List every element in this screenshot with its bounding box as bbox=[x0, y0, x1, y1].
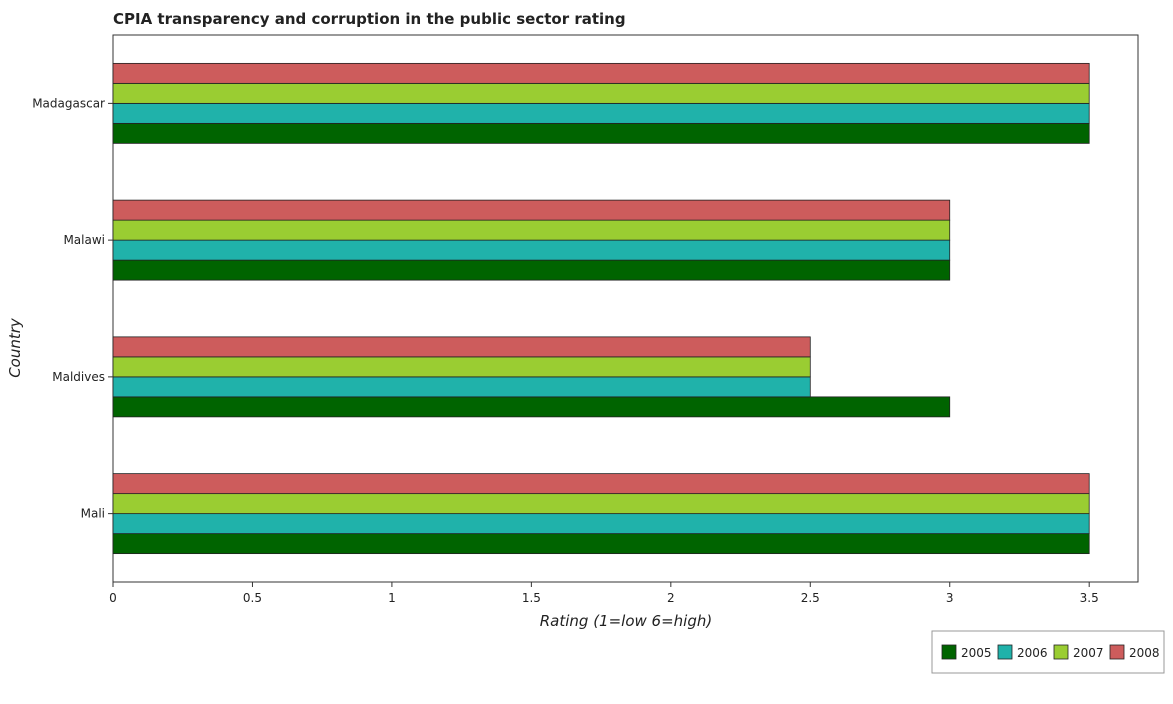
legend: 2005 2006 2007 2008 bbox=[931, 630, 1165, 674]
legend-swatch-2005 bbox=[941, 644, 957, 660]
bar-maldives-2006 bbox=[112, 376, 811, 398]
bar-madagascar-2005 bbox=[112, 122, 1090, 144]
legend-swatch-2007 bbox=[1053, 644, 1069, 660]
chart-title: CPIA transparency and corruption in the … bbox=[113, 10, 626, 28]
bar-malawi-2006 bbox=[112, 239, 951, 261]
legend-label-2006: 2006 bbox=[1017, 646, 1048, 660]
bar-madagascar-2008 bbox=[112, 62, 1090, 84]
bar-madagascar-2006 bbox=[112, 102, 1090, 124]
bar-maldives-2007 bbox=[112, 356, 811, 378]
x-tick-label: 1.5 bbox=[522, 591, 541, 605]
legend-swatch-2006 bbox=[997, 644, 1013, 660]
bar-malawi-2007 bbox=[112, 219, 951, 241]
x-tick-label: 0 bbox=[109, 591, 117, 605]
x-tick-label: 2.5 bbox=[801, 591, 820, 605]
bar-mali-2008 bbox=[112, 473, 1090, 495]
bar-mali-2005 bbox=[112, 533, 1090, 555]
legend-box bbox=[931, 630, 1165, 674]
bar-maldives-2005 bbox=[112, 396, 951, 418]
y-tick-label: Malawi bbox=[63, 233, 105, 247]
bar-mali-2007 bbox=[112, 493, 1090, 515]
plot-frame bbox=[112, 34, 1139, 583]
legend-label-2005: 2005 bbox=[961, 646, 992, 660]
x-tick-label: 0.5 bbox=[243, 591, 262, 605]
y-tick-label: Mali bbox=[81, 507, 105, 521]
y-tick-label: Maldives bbox=[52, 370, 105, 384]
y-axis-label: Country bbox=[6, 317, 24, 378]
bar-maldives-2008 bbox=[112, 336, 811, 358]
plot-area bbox=[112, 34, 1139, 583]
legend-label-2008: 2008 bbox=[1129, 646, 1160, 660]
bar-madagascar-2007 bbox=[112, 82, 1090, 104]
y-tick-label: Madagascar bbox=[32, 96, 105, 110]
x-tick-label: 2 bbox=[667, 591, 675, 605]
x-tick-label: 3.5 bbox=[1080, 591, 1099, 605]
x-axis-label: Rating (1=low 6=high) bbox=[540, 612, 712, 630]
legend-label-2007: 2007 bbox=[1073, 646, 1104, 660]
x-tick-label: 1 bbox=[388, 591, 396, 605]
bar-malawi-2008 bbox=[112, 199, 951, 221]
bar-malawi-2005 bbox=[112, 259, 951, 281]
x-tick-label: 3 bbox=[946, 591, 954, 605]
y-axis: Madagascar Malawi Maldives Mali bbox=[32, 96, 113, 521]
x-axis: 0 0.5 1 1.5 2 2.5 3 3.5 bbox=[109, 582, 1099, 605]
bar-mali-2006 bbox=[112, 513, 1090, 535]
legend-swatch-2008 bbox=[1109, 644, 1125, 660]
